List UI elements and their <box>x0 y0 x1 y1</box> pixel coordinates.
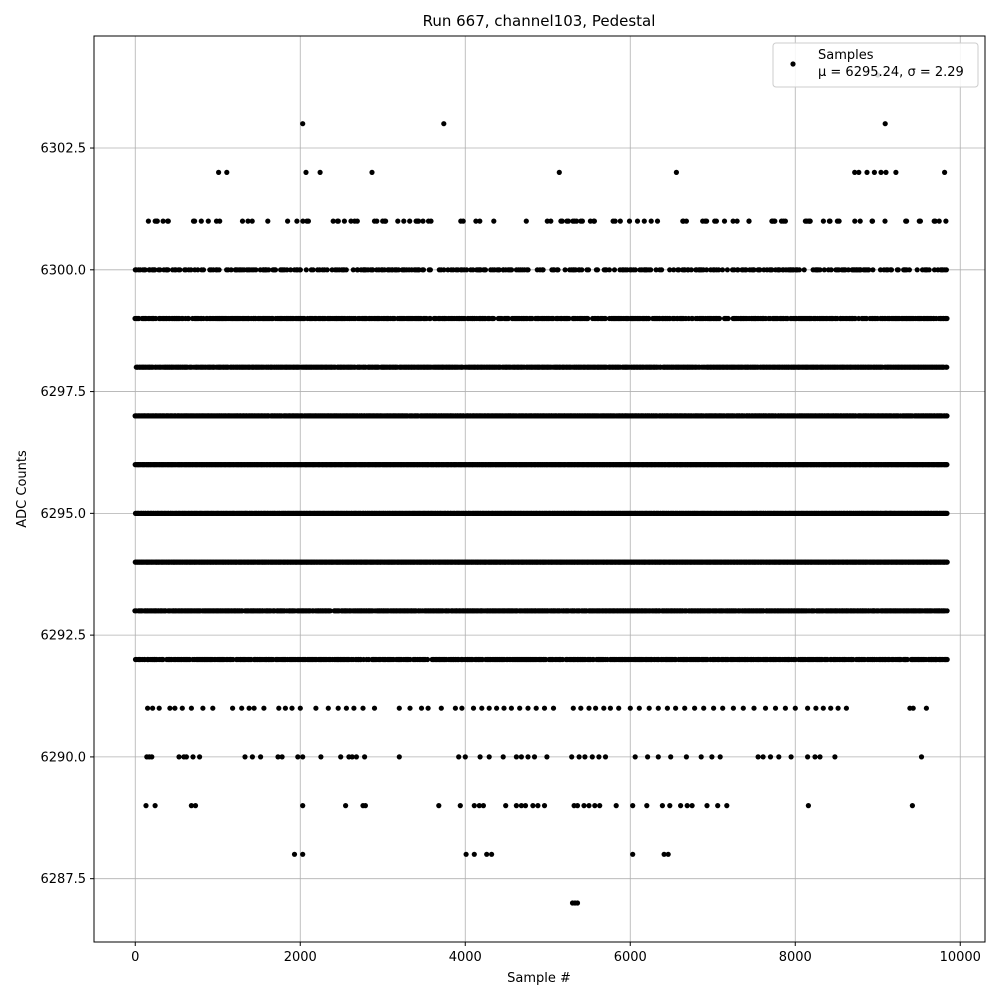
data-point <box>327 608 333 614</box>
data-point <box>424 656 431 663</box>
data-point <box>944 510 950 516</box>
data-point <box>944 559 950 565</box>
data-point <box>160 656 166 663</box>
data-points <box>132 72 950 906</box>
data-point <box>944 608 950 614</box>
data-point <box>944 413 950 419</box>
data-point <box>944 462 950 468</box>
